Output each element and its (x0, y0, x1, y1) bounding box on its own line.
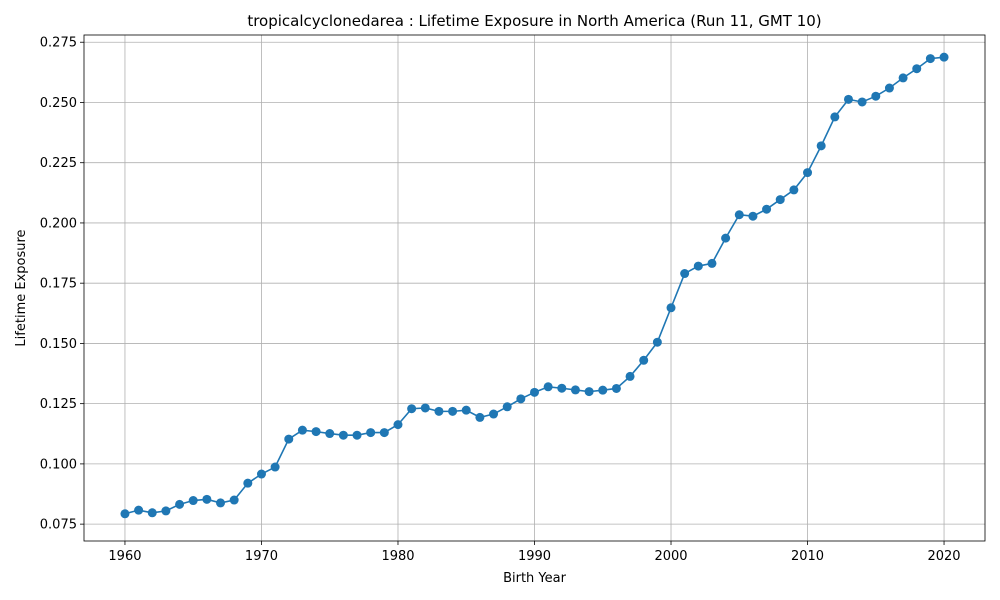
data-point (775, 195, 785, 205)
data-point (598, 385, 608, 395)
data-point (584, 387, 594, 397)
data-point (543, 382, 553, 392)
data-point (680, 269, 690, 279)
data-point (229, 495, 239, 505)
data-point (161, 506, 171, 516)
data-point (461, 405, 471, 415)
data-point (557, 383, 567, 393)
data-point (407, 404, 417, 414)
x-tick-label: 2020 (927, 549, 960, 564)
y-axis-label: Lifetime Exposure (14, 229, 29, 346)
data-point (134, 505, 144, 515)
data-point (912, 64, 922, 74)
data-point (762, 204, 772, 214)
x-tick-label: 2000 (654, 549, 687, 564)
data-point (843, 94, 853, 104)
data-point (120, 509, 130, 519)
data-point (188, 496, 198, 506)
x-axis-label: Birth Year (503, 571, 567, 586)
x-tick-label: 2010 (791, 549, 824, 564)
data-point (311, 427, 321, 437)
data-point (475, 412, 485, 422)
data-point (489, 409, 499, 419)
data-point (721, 233, 731, 243)
data-point (789, 185, 799, 195)
data-point (639, 355, 649, 365)
data-point (666, 303, 676, 313)
data-point (693, 261, 703, 271)
y-tick-label: 0.275 (40, 36, 77, 51)
data-point (175, 499, 185, 509)
x-tick-label: 1990 (518, 549, 551, 564)
data-point (570, 385, 580, 395)
data-point (420, 403, 430, 413)
x-tick-label: 1960 (108, 549, 141, 564)
y-tick-label: 0.100 (40, 457, 77, 472)
chart-title: tropicalcyclonedarea : Lifetime Exposure… (247, 12, 821, 30)
data-point (434, 406, 444, 416)
data-point (734, 210, 744, 220)
y-tick-label: 0.150 (40, 337, 77, 352)
data-point (830, 112, 840, 122)
y-tick-label: 0.175 (40, 277, 77, 292)
data-point (270, 462, 280, 472)
data-point (652, 337, 662, 347)
data-point (256, 469, 266, 479)
data-point (611, 383, 621, 393)
y-axis-ticks: 0.075 0.100 0.125 0.150 0.175 0.200 0.225 0.250… (40, 36, 84, 533)
data-point (502, 402, 512, 412)
data-point (925, 54, 935, 64)
y-tick-label: 0.200 (40, 216, 77, 231)
data-point (379, 428, 389, 438)
grid (84, 35, 985, 541)
data-point (202, 494, 212, 504)
y-tick-label: 0.225 (40, 156, 77, 171)
data-point (243, 478, 253, 488)
data-point (338, 430, 348, 440)
data-point (147, 508, 157, 518)
data-point (325, 429, 335, 439)
data-point (871, 91, 881, 101)
data-point (297, 425, 307, 435)
data-point (366, 428, 376, 438)
series-layer (120, 52, 949, 519)
data-point (216, 498, 226, 508)
data-point (530, 387, 539, 397)
data-point (803, 168, 813, 178)
data-point (393, 420, 403, 430)
data-point (448, 406, 458, 416)
data-point (898, 73, 908, 83)
data-point (748, 211, 758, 221)
y-tick-label: 0.075 (40, 518, 77, 533)
data-point (284, 434, 294, 444)
x-axis-ticks: 1960 1970 1980 1990 2000 2010 2020 (108, 541, 961, 564)
data-point (857, 97, 867, 107)
data-point (816, 141, 826, 151)
x-tick-label: 1970 (245, 549, 278, 564)
y-tick-label: 0.250 (40, 96, 77, 111)
data-point (516, 394, 526, 404)
x-tick-label: 1980 (381, 549, 414, 564)
data-point (707, 258, 717, 268)
data-point (625, 371, 635, 381)
data-point (939, 52, 949, 62)
y-tick-label: 0.125 (40, 397, 77, 412)
data-point (884, 83, 894, 93)
data-point (352, 430, 362, 440)
